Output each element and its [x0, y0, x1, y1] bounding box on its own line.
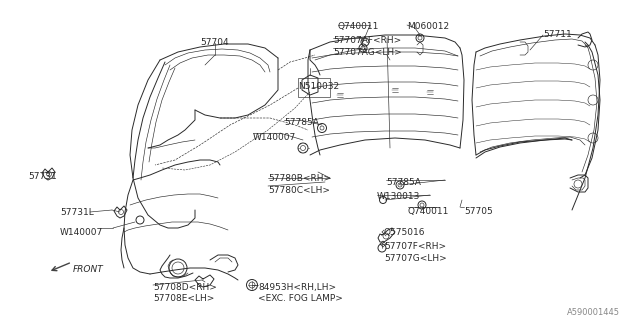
Text: Q575016: Q575016 — [384, 228, 426, 237]
Text: 84953H<RH,LH>: 84953H<RH,LH> — [258, 283, 336, 292]
Text: 57711: 57711 — [543, 30, 572, 39]
Text: 57707G<LH>: 57707G<LH> — [384, 254, 447, 263]
Text: 57731: 57731 — [28, 172, 57, 181]
Text: N510032: N510032 — [298, 82, 339, 91]
Text: 57707AF<RH>: 57707AF<RH> — [333, 36, 401, 45]
Text: Q740011: Q740011 — [408, 207, 449, 216]
Text: FRONT: FRONT — [73, 265, 104, 274]
Text: 57704: 57704 — [201, 38, 229, 47]
Text: Q740011: Q740011 — [338, 22, 380, 31]
Text: <EXC. FOG LAMP>: <EXC. FOG LAMP> — [258, 294, 343, 303]
Text: 57731L: 57731L — [60, 208, 93, 217]
Text: W140007: W140007 — [60, 228, 103, 237]
Text: W130013: W130013 — [377, 192, 420, 201]
Text: 57708D<RH>: 57708D<RH> — [153, 283, 217, 292]
Text: W140007: W140007 — [253, 133, 296, 142]
Text: 57707AG<LH>: 57707AG<LH> — [333, 48, 402, 57]
Text: M060012: M060012 — [407, 22, 449, 31]
Text: 57780C<LH>: 57780C<LH> — [268, 186, 330, 195]
Text: 57708E<LH>: 57708E<LH> — [153, 294, 214, 303]
Text: 57780B<RH>: 57780B<RH> — [268, 174, 331, 183]
Text: 57707F<RH>: 57707F<RH> — [384, 242, 446, 251]
Text: 57785A: 57785A — [386, 178, 421, 187]
Text: 57785A: 57785A — [284, 118, 319, 127]
Text: A590001445: A590001445 — [567, 308, 620, 317]
Text: 57705: 57705 — [464, 207, 493, 216]
